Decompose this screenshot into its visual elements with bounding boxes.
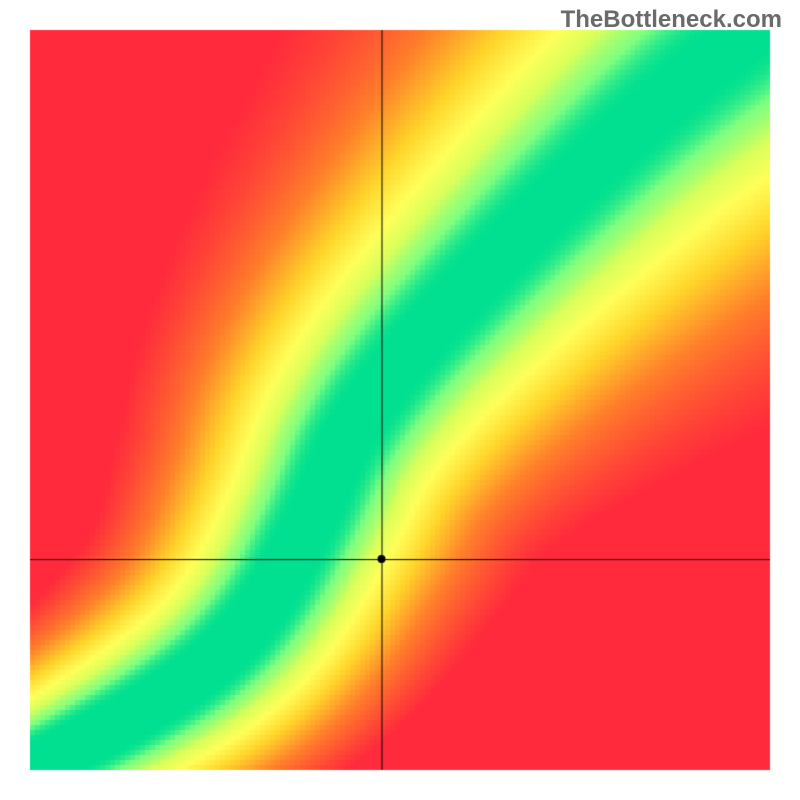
- attribution-label: TheBottleneck.com: [561, 6, 782, 34]
- chart-container: TheBottleneck.com: [0, 0, 800, 800]
- heatmap-canvas: [0, 0, 800, 800]
